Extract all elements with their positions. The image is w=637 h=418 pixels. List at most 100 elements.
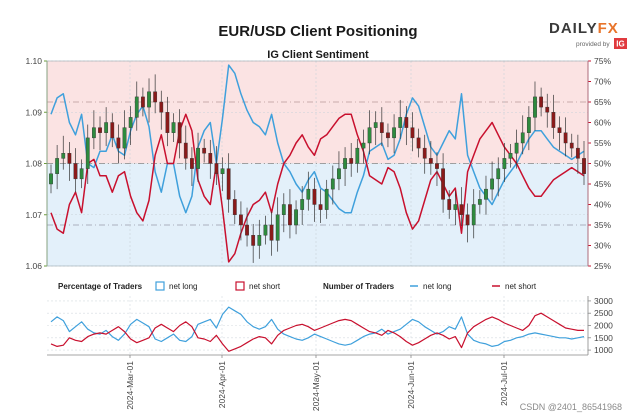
candle-body <box>367 127 372 144</box>
candle-body <box>73 163 78 180</box>
candle-body <box>428 158 433 164</box>
price-candle <box>110 113 115 148</box>
price-candle <box>190 147 194 187</box>
price-candle <box>349 143 354 177</box>
candle-body <box>490 178 494 190</box>
candle-body <box>343 158 347 169</box>
candle-body <box>141 96 145 108</box>
net-long-percentage-line <box>50 64 585 214</box>
price-candle <box>410 112 415 152</box>
candle-body <box>422 147 427 159</box>
price-y-tick-label: 1.10 <box>25 56 42 66</box>
price-candle <box>404 106 409 146</box>
price-candle <box>435 152 439 187</box>
price-candle <box>159 90 164 130</box>
price-candle <box>477 190 482 214</box>
price-candle <box>153 74 158 114</box>
date-x-tick-label: 2024-Mar-01 <box>125 361 135 410</box>
price-candle <box>263 215 268 245</box>
price-candle <box>490 161 494 201</box>
price-candle <box>514 129 519 169</box>
percentage-y-tick-label: 60% <box>594 118 611 128</box>
price-candle <box>288 189 292 239</box>
candle-body <box>159 101 164 113</box>
date-x-tick-label: 2024-May-01 <box>311 361 321 411</box>
candle-body <box>177 122 182 144</box>
candle-body <box>92 127 96 139</box>
price-candle <box>220 157 225 192</box>
candle-body <box>533 96 537 118</box>
candle-body <box>239 214 243 226</box>
candle-body <box>398 117 403 128</box>
price-candle <box>367 110 372 155</box>
price-candle <box>232 190 237 224</box>
legend-pct-short-swatch <box>235 281 245 291</box>
legend-pct-long-label: net long <box>169 282 197 291</box>
brand-provided-by: provided by <box>576 41 610 48</box>
price-candle <box>545 93 550 128</box>
candle-body <box>324 188 329 210</box>
traders-panel: 1000 1500 2000 2500 3000 2024-Mar-01 2024-Apr… <box>47 296 613 411</box>
price-candle <box>343 147 347 187</box>
price-candle <box>128 106 133 146</box>
date-x-axis: 2024-Mar-01 2024-Apr-01 2024-May-01 2024-Ju… <box>47 354 588 411</box>
percentage-y-tick-label: 50% <box>594 159 611 169</box>
candle-body <box>257 235 262 246</box>
traders-y-tick-label: 1000 <box>594 345 613 355</box>
candle-body <box>569 142 574 149</box>
candle-body <box>447 199 452 210</box>
price-candle <box>104 107 109 147</box>
date-x-tick-label: 2024-Apr-01 <box>217 361 227 409</box>
price-y-axis: 1.06 1.07 1.08 1.09 1.10 <box>25 56 48 271</box>
price-candle <box>361 129 366 164</box>
price-candle <box>171 113 176 142</box>
price-candle <box>526 106 531 151</box>
traders-lines <box>50 306 585 352</box>
candle-body <box>337 168 341 180</box>
traders-y-tick-label: 1500 <box>594 333 613 343</box>
percentage-y-tick-label: 30% <box>594 241 611 251</box>
price-candle <box>98 116 102 151</box>
candle-body <box>502 158 507 169</box>
price-candle <box>116 124 121 164</box>
price-candles <box>49 74 586 263</box>
candle-body <box>349 158 354 164</box>
price-candle <box>208 139 213 179</box>
price-panel: 1.06 1.07 1.08 1.09 1.10 25% 30% 35% 40% 45% 50% 5… <box>25 56 611 271</box>
price-candle <box>165 96 170 147</box>
percentage-y-tick-label: 70% <box>594 77 611 87</box>
legend-num-title: Number of Traders <box>323 282 395 291</box>
candle-body <box>465 214 470 226</box>
candle-body <box>294 209 298 226</box>
net-short-traders-line <box>50 312 584 352</box>
candle-body <box>128 117 133 128</box>
price-candle <box>202 138 207 163</box>
price-candle <box>392 114 396 154</box>
price-candle <box>484 175 488 215</box>
price-candle <box>575 134 580 174</box>
candle-body <box>330 178 335 190</box>
net-long-traders-line <box>50 306 585 347</box>
price-candle <box>147 78 151 123</box>
price-y-tick-label: 1.08 <box>25 159 42 169</box>
price-candle <box>465 203 470 243</box>
dailyfx-logo: DAILYFX provided by IG <box>549 20 627 49</box>
candle-body <box>361 142 366 149</box>
candle-body <box>245 224 249 236</box>
price-candle <box>539 87 543 117</box>
price-candle <box>520 115 525 155</box>
price-candle <box>551 94 556 139</box>
candle-body <box>563 132 568 144</box>
price-candle <box>141 87 145 117</box>
candle-body <box>410 127 415 139</box>
net-short-percentage-line <box>50 113 585 263</box>
price-candle <box>398 99 403 139</box>
legend-pct-short-label: net short <box>249 282 281 291</box>
watermark: CSDN @2401_86541968 <box>520 402 622 412</box>
candle-body <box>441 168 445 200</box>
price-candle <box>85 124 90 184</box>
date-x-tick-label: 2024-Jul-01 <box>499 361 509 406</box>
candle-body <box>79 168 84 180</box>
price-candle <box>441 153 445 213</box>
